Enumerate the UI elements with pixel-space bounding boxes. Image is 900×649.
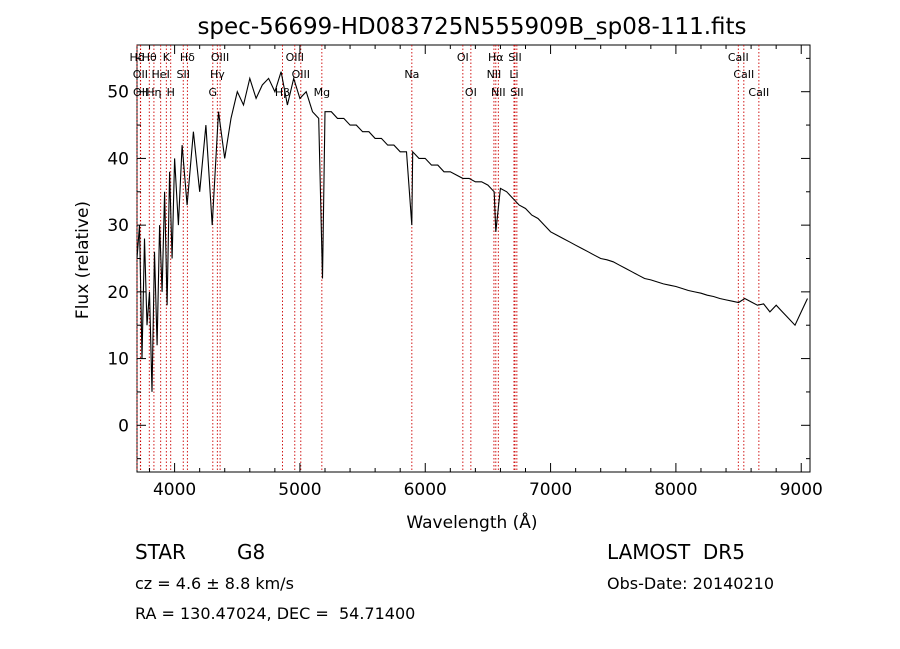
x-tick-label-7000: 7000 (529, 480, 572, 500)
x-axis: 4000 5000 6000 7000 8000 9000 (149, 45, 823, 500)
redshift-velocity: cz = 4.6 ± 8.8 km/s (135, 574, 294, 593)
spectral-line-markers (136, 45, 760, 472)
observation-date: Obs-Date: 20140210 (607, 574, 775, 593)
line-marker-label-27: CaII (733, 68, 754, 81)
line-marker-label-0: Hδ (129, 51, 144, 64)
line-marker-label-5: HeI (152, 68, 170, 81)
line-marker-label-22: NII (491, 86, 506, 99)
line-marker-label-18: OI (457, 51, 469, 64)
y-tick-label-30: 30 (107, 216, 129, 236)
y-tick-label-40: 40 (107, 149, 129, 169)
line-marker-label-9: Hδ (180, 51, 195, 64)
line-marker-label-17: Na (404, 68, 419, 81)
x-tick-label-4000: 4000 (153, 480, 196, 500)
line-marker-label-1: OII (133, 68, 148, 81)
line-marker-label-14: OIII (286, 51, 304, 64)
line-marker-label-26: CaII (728, 51, 749, 64)
line-marker-label-4: Hη (146, 86, 161, 99)
line-marker-label-28: CaII (748, 86, 769, 99)
x-tick-label-5000: 5000 (278, 480, 321, 500)
survey-label: LAMOST DR5 (607, 540, 745, 564)
x-tick-label-8000: 8000 (654, 480, 697, 500)
line-marker-label-19: OI (465, 86, 477, 99)
line-marker-label-2: OII (133, 86, 148, 99)
y-tick-label-20: 20 (107, 283, 129, 303)
line-marker-label-11: G (209, 86, 218, 99)
line-marker-label-3: Hθ (142, 51, 157, 64)
object-subclass: G8 (237, 540, 266, 564)
y-tick-label-0: 0 (118, 416, 129, 436)
x-tick-label-9000: 9000 (780, 480, 823, 500)
line-marker-label-6: K (163, 51, 171, 64)
x-axis-label: Wavelength (Å) (406, 511, 537, 533)
plot-frame (136, 44, 811, 473)
object-class: STAR (135, 540, 186, 564)
y-tick-label-50: 50 (107, 83, 129, 103)
y-tick-label-10: 10 (107, 350, 129, 370)
line-marker-label-7: H (167, 86, 175, 99)
spectral-line-labels: HδOIIOIIHθHηHeIKHSIIHδHγGOIIIHβOIIIOIIIM… (129, 51, 769, 99)
line-marker-label-23: SII (508, 51, 521, 64)
line-marker-label-16: Mg (314, 86, 330, 99)
line-marker-label-15: OIII (292, 68, 310, 81)
line-marker-label-25: SII (510, 86, 523, 99)
coordinates: RA = 130.47024, DEC = 54.71400 (135, 604, 416, 623)
spectrum-line (136, 71, 808, 392)
y-axis-label: Flux (relative) (73, 201, 93, 319)
line-marker-label-12: OIII (211, 51, 229, 64)
line-marker-label-21: NII (487, 68, 502, 81)
y-axis: 0 10 20 30 40 50 (107, 57, 810, 460)
chart-title: spec-56699-HD083725N555909B_sp08-111.fit… (197, 14, 746, 40)
line-marker-label-13: Hβ (275, 86, 290, 99)
x-tick-label-6000: 6000 (404, 480, 447, 500)
line-marker-label-8: SII (177, 68, 190, 81)
line-marker-label-10: Hγ (210, 68, 225, 81)
line-marker-label-20: Hα (488, 51, 504, 64)
line-marker-label-24: Li (509, 68, 518, 81)
